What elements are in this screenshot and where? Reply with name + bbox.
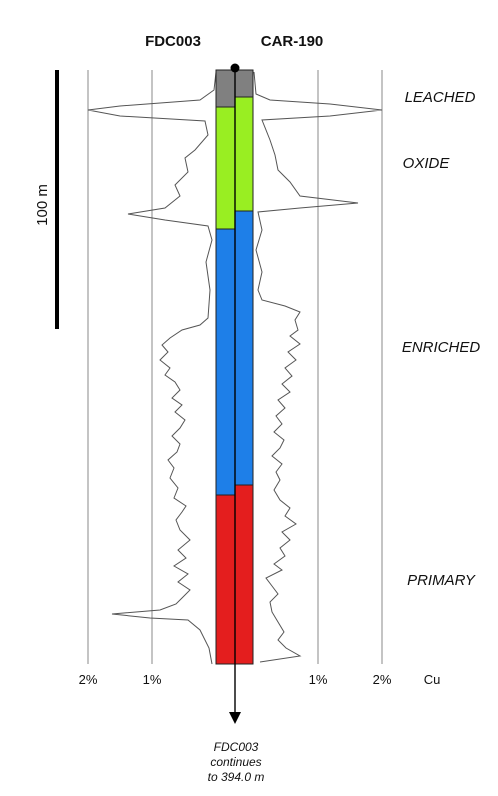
tick-left-2pct: 2%: [79, 672, 98, 687]
car190-leached-interval: [234, 69, 254, 98]
scale-bar-label: 100 m: [34, 184, 51, 226]
fdc003-leached-interval: [215, 69, 236, 108]
zone-label-oxide: OXIDE: [403, 155, 451, 172]
collar-marker: [230, 63, 240, 73]
zone-label-enriched: ENRICHED: [402, 339, 481, 356]
zone-label-primary: PRIMARY: [407, 572, 476, 589]
tick-right-1pct: 1%: [309, 672, 328, 687]
gridlines: [87, 70, 383, 664]
fdc003-title: FDC003: [145, 33, 201, 50]
continuation-note-line3: to 394.0 m: [208, 770, 265, 784]
continuation-note-line1: FDC003: [214, 740, 259, 754]
tick-left-1pct: 1%: [143, 672, 162, 687]
fdc003-column: [215, 69, 236, 665]
fdc003-enriched-interval: [215, 228, 236, 496]
car190-enriched-interval: [234, 210, 254, 486]
car190-primary-interval: [234, 484, 254, 665]
fdc003-cu-profile: [87, 71, 217, 665]
continuation-arrow: [229, 712, 241, 724]
car190-oxide-interval: [234, 96, 254, 212]
tick-right-2pct: 2%: [373, 672, 392, 687]
continuation-note-line2: continues: [210, 755, 261, 769]
car190-title: CAR-190: [261, 33, 324, 50]
axis-unit-label: Cu: [424, 672, 441, 687]
fdc003-primary-interval: [215, 494, 236, 665]
car190-cu-profile: [253, 71, 383, 663]
zone-label-leached: LEACHED: [405, 89, 476, 106]
car190-column: [234, 69, 254, 665]
fdc003-oxide-interval: [215, 106, 236, 230]
